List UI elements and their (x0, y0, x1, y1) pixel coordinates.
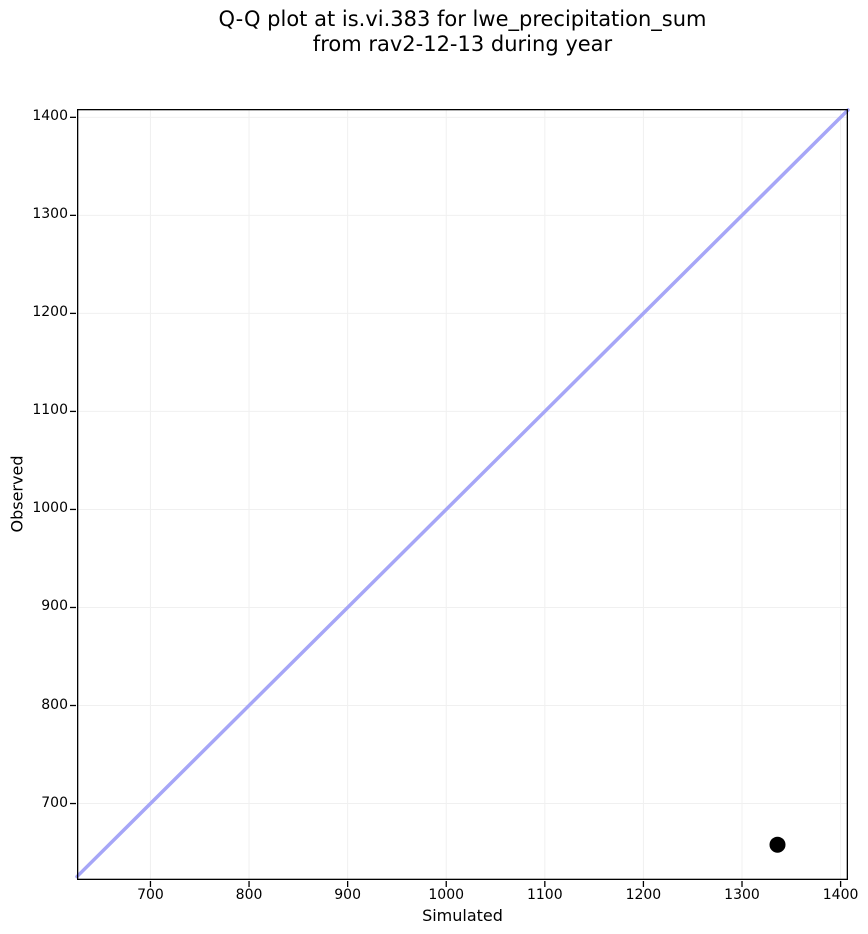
y-tick-label: 1300 (32, 206, 68, 223)
chart-title-line-1: Q-Q plot at is.vi.383 for lwe_precipitat… (218, 7, 707, 31)
x-axis-label: Simulated (422, 906, 503, 925)
identity-line (75, 108, 850, 879)
chart-title-line-2: from rav2-12-13 during year (312, 32, 613, 56)
y-tick-label: 900 (41, 598, 68, 615)
y-tick-label: 700 (41, 794, 68, 811)
plot-area (70, 108, 850, 887)
x-tick-label: 1000 (428, 887, 465, 903)
y-tick-label: 800 (41, 696, 68, 713)
y-tick-label: 1200 (32, 304, 68, 321)
x-tick-label: 1400 (822, 887, 859, 903)
x-tick-label: 1300 (724, 887, 760, 903)
x-tick-label: 1100 (526, 887, 563, 903)
y-tick-label: 1100 (32, 402, 68, 419)
plot-frame (76, 108, 849, 881)
y-tick-label: 1400 (32, 108, 68, 125)
x-tick-label: 1200 (625, 887, 662, 903)
data-point (769, 836, 786, 853)
x-tick-label: 800 (235, 887, 263, 903)
plot-canvas (70, 108, 850, 887)
y-tick-label: 1000 (32, 500, 68, 517)
x-tick-label: 900 (334, 887, 361, 903)
x-tick-label: 700 (137, 887, 164, 903)
y-axis-label: Observed (7, 455, 27, 533)
chart-title: Q-Q plot at is.vi.383 for lwe_precipitat… (77, 7, 848, 57)
